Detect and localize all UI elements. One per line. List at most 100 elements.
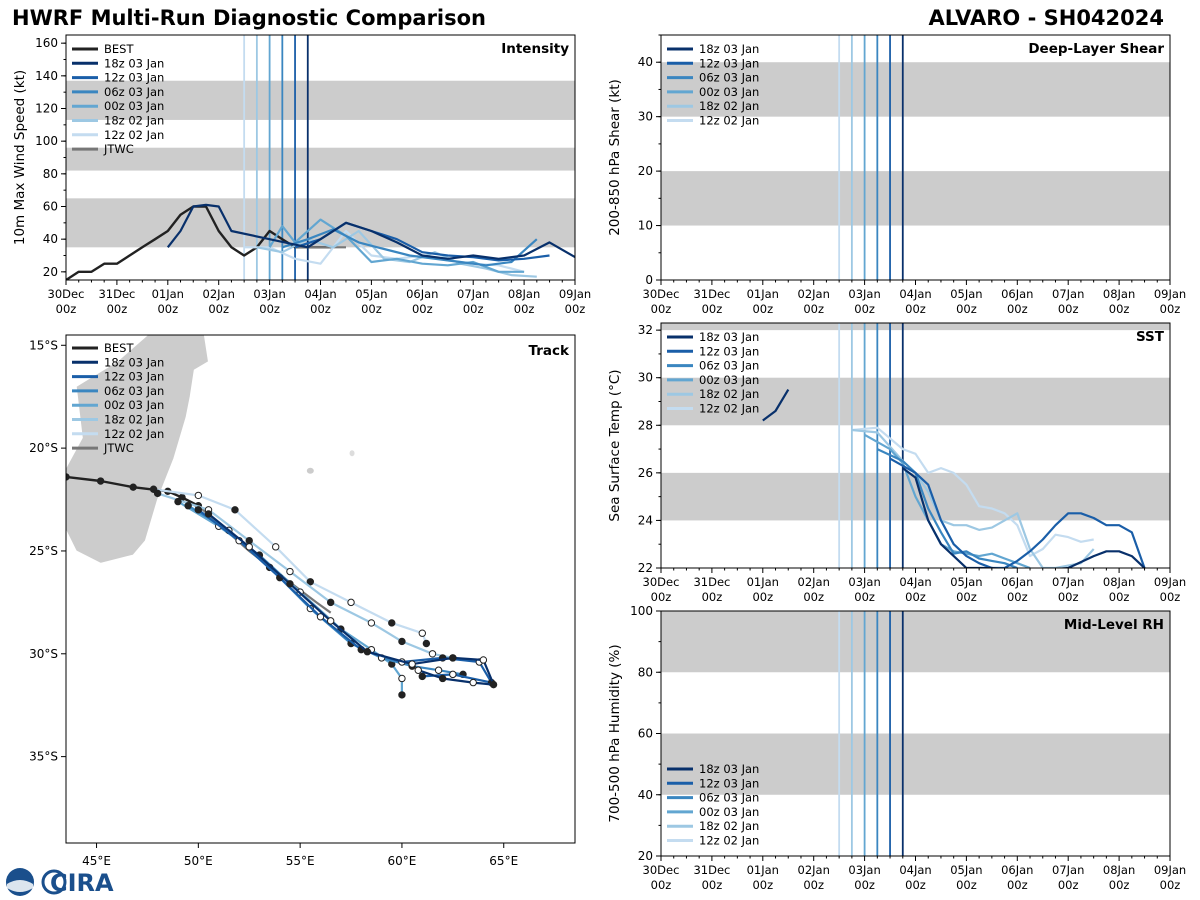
shear-ytick-label: 40 xyxy=(638,55,653,69)
intensity-panel: 2040608010012014016030Dec00z31Dec00z01Ja… xyxy=(12,34,591,316)
track-point xyxy=(422,639,431,648)
intensity-ytick-label: 120 xyxy=(35,102,58,116)
intensity-ytick-label: 160 xyxy=(35,36,58,50)
sst-xtick-sublabel: 00z xyxy=(1160,590,1181,604)
track-xtick-label: 55°E xyxy=(286,854,315,868)
track-point xyxy=(184,502,192,510)
rh-xtick-sublabel: 00z xyxy=(752,878,773,892)
sst-xtick-sublabel: 00z xyxy=(752,590,773,604)
track-point xyxy=(347,598,355,607)
track-point xyxy=(398,691,406,699)
track-legend-label: BEST xyxy=(104,341,134,355)
track-point xyxy=(129,483,137,491)
track-xtick-label: 65°E xyxy=(489,854,518,868)
track-xtick-label: 60°E xyxy=(388,854,417,868)
sst-xtick-label: 06Jan xyxy=(1001,575,1033,589)
sst-xtick-label: 02Jan xyxy=(798,575,830,589)
track-ytick-label: 30°S xyxy=(29,647,58,661)
track-panel-title: Track xyxy=(529,343,570,359)
rh-band-1 xyxy=(661,611,1170,673)
sst-series-line xyxy=(876,448,1018,568)
sst-legend-label: 12z 02 Jan xyxy=(699,402,759,416)
intensity-legend-label: 12z 03 Jan xyxy=(104,71,164,85)
sst-xtick-sublabel: 00z xyxy=(702,590,723,604)
rh-ytick-label: 100 xyxy=(630,604,653,618)
rh-xtick-sublabel: 00z xyxy=(651,878,672,892)
track-point xyxy=(449,654,457,662)
shear-xtick-sublabel: 00z xyxy=(702,302,723,316)
shear-xtick-label: 04Jan xyxy=(899,287,931,301)
shear-xtick-label: 08Jan xyxy=(1103,287,1135,301)
sst-series-line xyxy=(864,433,1031,568)
rh-xtick-label: 06Jan xyxy=(1001,863,1033,877)
sst-legend-label: 06z 03 Jan xyxy=(699,359,759,373)
rh-xtick-label: 01Jan xyxy=(747,863,779,877)
rh-xtick-sublabel: 00z xyxy=(854,878,875,892)
track-point xyxy=(245,543,253,551)
cira-logo: CIRA xyxy=(6,868,114,897)
rh-xtick-label: 03Jan xyxy=(848,863,880,877)
rh-xtick-sublabel: 00z xyxy=(803,878,824,892)
shear-ylabel: 200-850 hPa Shear (kt) xyxy=(607,79,623,236)
intensity-ytick-label: 100 xyxy=(35,134,58,148)
intensity-xtick-sublabel: 00z xyxy=(463,302,484,316)
intensity-xtick-label: 06Jan xyxy=(406,287,438,301)
figure-title-left: HWRF Multi-Run Diagnostic Comparison xyxy=(12,6,487,30)
sst-legend-label: 18z 02 Jan xyxy=(699,387,759,401)
track-frame xyxy=(65,334,576,844)
sst-xtick-sublabel: 00z xyxy=(1058,590,1079,604)
shear-ytick-label: 10 xyxy=(638,219,653,233)
rh-legend-label: 06z 03 Jan xyxy=(699,791,759,805)
rh-ytick-label: 40 xyxy=(638,788,653,802)
shear-legend-label: 18z 03 Jan xyxy=(699,42,759,56)
rh-xtick-label: 09Jan xyxy=(1154,863,1186,877)
track-point xyxy=(153,489,162,498)
track-point xyxy=(245,536,253,545)
track-point xyxy=(316,613,325,621)
track-point xyxy=(272,543,280,551)
track-point xyxy=(367,619,376,627)
rh-legend-label: 18z 03 Jan xyxy=(699,762,759,776)
track-point xyxy=(204,510,213,518)
rh-xtick-label: 02Jan xyxy=(798,863,830,877)
sst-xtick-sublabel: 00z xyxy=(1007,590,1028,604)
shear-xtick-label: 09Jan xyxy=(1154,287,1186,301)
sst-xtick-label: 03Jan xyxy=(848,575,880,589)
track-point xyxy=(418,672,426,681)
shear-xtick-sublabel: 00z xyxy=(1109,302,1130,316)
shear-xtick-sublabel: 00z xyxy=(1160,302,1181,316)
intensity-xtick-label: 02Jan xyxy=(203,287,235,301)
intensity-legend-label: 12z 02 Jan xyxy=(104,128,164,142)
track-point xyxy=(326,617,335,625)
intensity-ytick-label: 20 xyxy=(43,265,58,279)
track-legend-label: 18z 03 Jan xyxy=(104,355,164,369)
intensity-ytick-label: 140 xyxy=(35,69,58,83)
rh-xtick-sublabel: 00z xyxy=(1109,878,1130,892)
sst-xtick-sublabel: 00z xyxy=(956,590,977,604)
shear-xtick-label: 06Jan xyxy=(1001,287,1033,301)
sst-panel-title: SST xyxy=(1136,329,1165,345)
shear-panel-title: Deep-Layer Shear xyxy=(1028,41,1164,57)
madagascar-landmass xyxy=(66,335,210,564)
shear-ytick-label: 20 xyxy=(638,164,653,178)
sst-ytick-label: 28 xyxy=(638,418,653,432)
rh-ytick-label: 80 xyxy=(638,665,653,679)
track-point xyxy=(438,674,447,683)
intensity-xtick-label: 03Jan xyxy=(253,287,285,301)
sst-xtick-label: 07Jan xyxy=(1052,575,1084,589)
shear-xtick-sublabel: 00z xyxy=(956,302,977,316)
shear-xtick-sublabel: 00z xyxy=(1007,302,1028,316)
shear-xtick-sublabel: 00z xyxy=(651,302,672,316)
shear-xtick-label: 30Dec xyxy=(643,287,680,301)
figure-title-right: ALVARO - SH042024 xyxy=(928,6,1164,30)
sst-ytick-label: 22 xyxy=(638,561,653,575)
track-point xyxy=(398,637,406,646)
intensity-series-line xyxy=(166,203,575,260)
sst-ylabel: Sea Surface Temp (°C) xyxy=(607,369,623,521)
track-point xyxy=(286,580,294,588)
shear-xtick-sublabel: 00z xyxy=(854,302,875,316)
track-point xyxy=(326,598,335,607)
intensity-xtick-label: 04Jan xyxy=(304,287,336,301)
track-legend-label: 18z 02 Jan xyxy=(104,413,164,427)
